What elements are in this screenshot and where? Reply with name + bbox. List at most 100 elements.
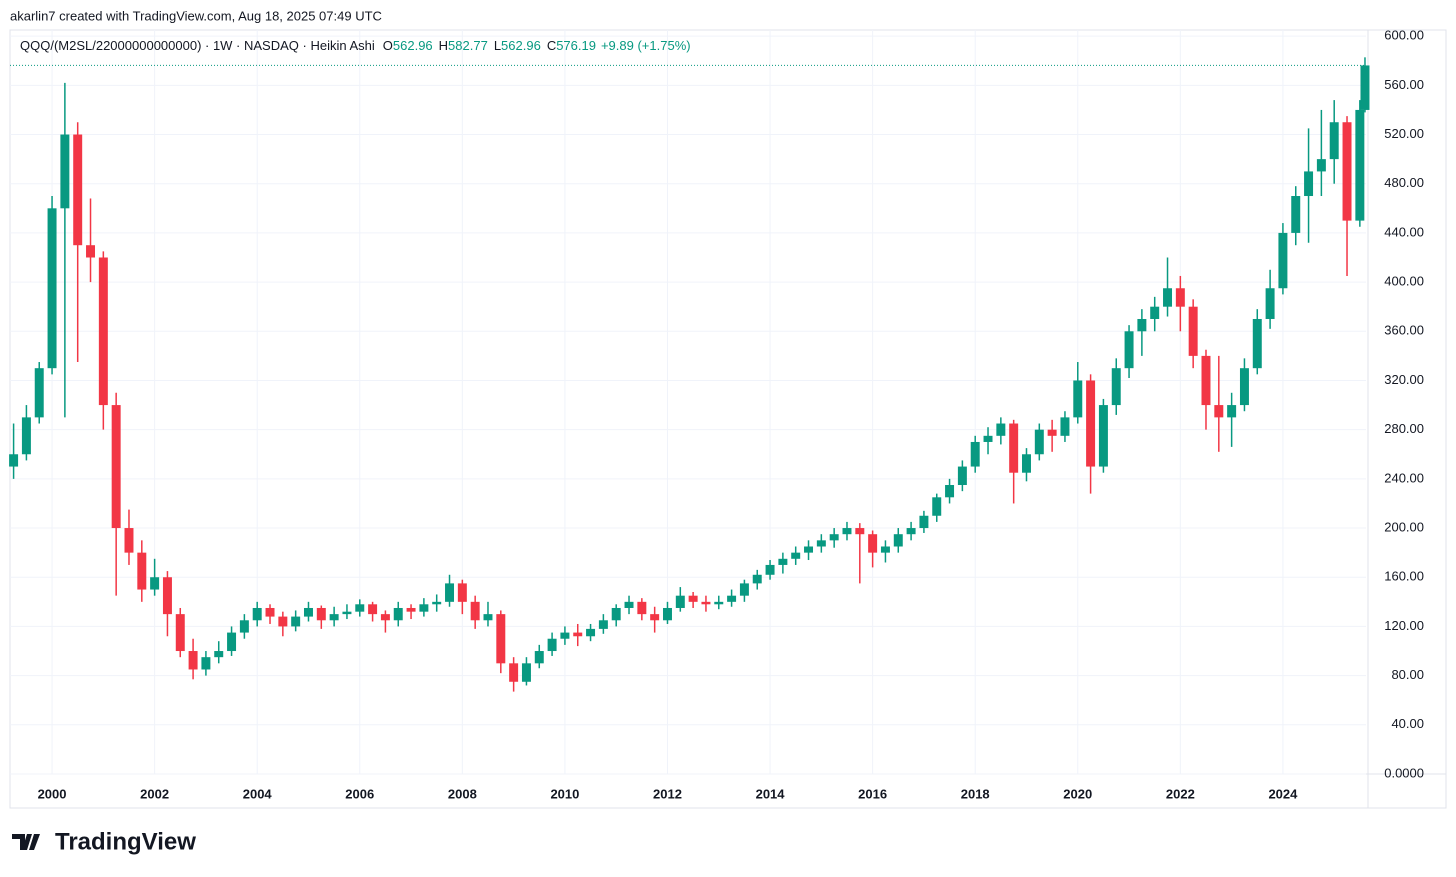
candle-body <box>1073 380 1083 418</box>
candle-body <box>47 208 57 369</box>
candle-body <box>188 651 198 670</box>
candle-body <box>1227 405 1237 418</box>
candle-body <box>60 134 70 209</box>
candle-body <box>1175 288 1185 307</box>
ohlc-value: 582.77 <box>448 38 488 53</box>
candle-body <box>970 441 980 467</box>
brand-logo: TradingView <box>12 828 196 855</box>
candle-body <box>573 632 583 637</box>
x-tick-label: 2014 <box>756 786 786 801</box>
candle-body <box>419 604 429 612</box>
y-tick-label: 280.00 <box>1384 421 1424 436</box>
candle-body <box>239 620 249 633</box>
candle-body <box>1163 288 1173 307</box>
candle-body <box>804 546 814 553</box>
candle-body <box>906 528 916 535</box>
candle-body <box>983 435 993 442</box>
ohlc-label: C <box>547 38 556 53</box>
x-tick-label: 2008 <box>448 786 477 801</box>
change: +9.89 (+1.75%) <box>601 38 691 53</box>
candle-body <box>162 577 172 615</box>
plot-area <box>9 30 1370 775</box>
candle-body <box>739 583 749 596</box>
candle-body <box>98 257 108 406</box>
candle-body <box>380 614 390 621</box>
candle-body <box>1329 122 1339 160</box>
candle-body <box>1034 429 1044 455</box>
candle-body <box>150 577 160 590</box>
y-tick-label: 160.00 <box>1384 569 1424 584</box>
ohlc-value: 562.96 <box>501 38 541 53</box>
candle-body <box>1252 318 1262 369</box>
candle-body <box>1098 405 1108 467</box>
candle-body <box>688 595 698 602</box>
candle-body <box>1137 318 1147 332</box>
ohlc: O562.96 H582.77 L562.96 C576.19 <box>383 38 596 53</box>
candle-body <box>1201 355 1211 406</box>
x-tick-label: 2002 <box>140 786 169 801</box>
candle-body <box>303 607 313 617</box>
ohlc-label: L <box>494 38 501 53</box>
candle-body <box>1188 306 1198 356</box>
candle-body <box>1021 454 1031 473</box>
candle-body <box>1304 171 1314 197</box>
candle-body <box>445 583 455 602</box>
candle-body <box>1214 405 1224 418</box>
symbol-legend: QQQ/(M2SL/22000000000000) · 1W · NASDAQ … <box>20 38 691 53</box>
candle-body <box>1342 122 1352 221</box>
ohlc-value: 576.19 <box>556 38 596 53</box>
candle-body <box>175 614 185 652</box>
candle-body <box>1291 196 1301 233</box>
y-tick-label: 40.00 <box>1391 716 1424 731</box>
x-tick-label: 2024 <box>1268 786 1298 801</box>
candle-body <box>919 515 929 529</box>
candle-body <box>470 601 480 621</box>
candle-body <box>816 540 826 547</box>
y-tick-label: 80.00 <box>1391 667 1424 682</box>
candle-body <box>406 607 416 612</box>
candle-body <box>560 632 570 639</box>
candle-body <box>521 663 531 682</box>
candle-body <box>1355 109 1365 221</box>
candle-body <box>432 601 442 605</box>
candle-body <box>714 601 724 605</box>
candle-body <box>598 620 608 629</box>
candle-body <box>278 616 288 627</box>
candle-body <box>752 574 762 584</box>
candle-body <box>842 528 852 535</box>
x-tick-label: 2022 <box>1166 786 1195 801</box>
y-tick-label: 600.00 <box>1384 28 1424 43</box>
candle-body <box>650 614 660 621</box>
candle-body <box>624 601 634 608</box>
candle-body <box>316 607 326 621</box>
candle-body <box>329 614 339 621</box>
candle-body <box>252 607 262 621</box>
x-tick-label: 2006 <box>345 786 374 801</box>
y-tick-label: 560.00 <box>1384 77 1424 92</box>
credit: akarlin7 created with TradingView.com, A… <box>10 8 382 23</box>
candle-body <box>868 534 878 553</box>
candle-body <box>1278 232 1288 289</box>
y-tick-label: 520.00 <box>1384 126 1424 141</box>
candle-body <box>1124 331 1134 369</box>
logo-mark <box>12 834 40 850</box>
candle-body <box>996 423 1006 436</box>
candle-body <box>355 604 365 612</box>
candle-body <box>496 614 506 664</box>
candle-body <box>214 651 224 658</box>
y-tick-label: 440.00 <box>1384 224 1424 239</box>
candle-body <box>675 595 685 608</box>
candle-body <box>945 485 955 498</box>
x-tick-label: 2012 <box>653 786 682 801</box>
candle-body <box>227 632 237 652</box>
candle-body <box>701 601 711 605</box>
x-tick-label: 2016 <box>858 786 887 801</box>
candle-body <box>1316 159 1326 172</box>
x-tick-label: 2004 <box>243 786 273 801</box>
candle-body <box>1086 380 1096 467</box>
candle-body <box>9 454 19 467</box>
candle-body <box>778 558 788 565</box>
candle-body <box>21 417 31 455</box>
ohlc-label: H <box>439 38 448 53</box>
